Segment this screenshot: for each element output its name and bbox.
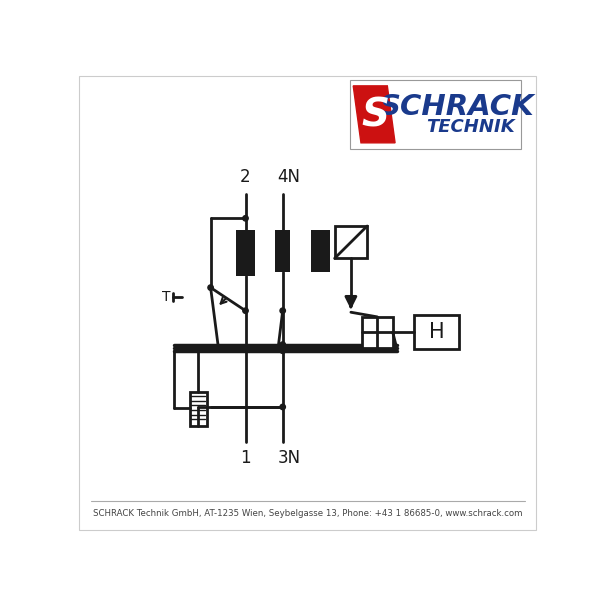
Circle shape — [243, 215, 248, 221]
Bar — [314, 230, 330, 272]
Circle shape — [280, 348, 286, 353]
Bar — [350, 80, 521, 149]
Circle shape — [280, 404, 286, 410]
Bar — [190, 392, 207, 426]
Bar — [275, 230, 290, 272]
Circle shape — [208, 285, 214, 290]
Polygon shape — [353, 86, 395, 143]
Text: T: T — [162, 290, 170, 304]
Circle shape — [243, 308, 248, 313]
Text: SCHRACK: SCHRACK — [380, 94, 535, 121]
Text: SCHRACK Technik GmbH, AT-1235 Wien, Seybelgasse 13, Phone: +43 1 86685-0, www.sc: SCHRACK Technik GmbH, AT-1235 Wien, Seyb… — [93, 509, 522, 518]
Bar — [311, 230, 314, 272]
Text: 2: 2 — [240, 168, 251, 186]
Text: S: S — [362, 97, 390, 135]
Bar — [335, 226, 367, 259]
Circle shape — [280, 308, 286, 313]
Text: TECHNIK: TECHNIK — [426, 118, 515, 136]
Text: 3N: 3N — [277, 449, 301, 467]
Bar — [415, 316, 460, 349]
Bar — [362, 317, 393, 347]
Bar — [236, 230, 255, 276]
Text: 1: 1 — [240, 449, 251, 467]
Circle shape — [280, 342, 286, 347]
Text: H: H — [429, 322, 445, 342]
Text: 4N: 4N — [277, 168, 301, 186]
